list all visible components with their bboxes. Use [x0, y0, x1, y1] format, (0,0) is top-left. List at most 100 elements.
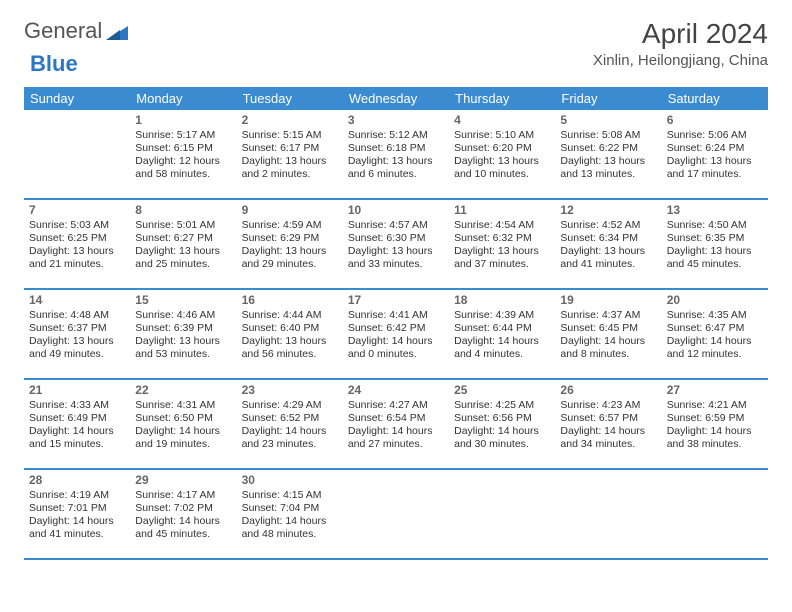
daylight-text: Daylight: 14 hours and 41 minutes.	[29, 515, 125, 541]
daylight-text: Daylight: 14 hours and 4 minutes.	[454, 335, 550, 361]
location-text: Xinlin, Heilongjiang, China	[593, 52, 768, 69]
sunset-text: Sunset: 6:40 PM	[242, 322, 338, 335]
sunset-text: Sunset: 6:18 PM	[348, 142, 444, 155]
week-row: 1Sunrise: 5:17 AMSunset: 6:15 PMDaylight…	[24, 110, 768, 200]
month-title: April 2024	[593, 18, 768, 50]
sunset-text: Sunset: 6:56 PM	[454, 412, 550, 425]
sunrise-text: Sunrise: 5:15 AM	[242, 129, 338, 142]
day-number: 18	[454, 293, 550, 308]
daylight-text: Daylight: 13 hours and 37 minutes.	[454, 245, 550, 271]
day-number: 10	[348, 203, 444, 218]
day-number: 6	[667, 113, 763, 128]
week-row: 21Sunrise: 4:33 AMSunset: 6:49 PMDayligh…	[24, 380, 768, 470]
day-number: 27	[667, 383, 763, 398]
sunrise-text: Sunrise: 4:23 AM	[560, 399, 656, 412]
daylight-text: Daylight: 14 hours and 30 minutes.	[454, 425, 550, 451]
day-cell-2: 2Sunrise: 5:15 AMSunset: 6:17 PMDaylight…	[237, 110, 343, 198]
day-cell-14: 14Sunrise: 4:48 AMSunset: 6:37 PMDayligh…	[24, 290, 130, 378]
day-header-friday: Friday	[555, 87, 661, 110]
day-cell-13: 13Sunrise: 4:50 AMSunset: 6:35 PMDayligh…	[662, 200, 768, 288]
sunset-text: Sunset: 6:25 PM	[29, 232, 125, 245]
sunset-text: Sunset: 6:27 PM	[135, 232, 231, 245]
logo-text-1: General	[24, 18, 102, 44]
day-header-row: SundayMondayTuesdayWednesdayThursdayFrid…	[24, 87, 768, 110]
sunrise-text: Sunrise: 4:59 AM	[242, 219, 338, 232]
sunrise-text: Sunrise: 5:12 AM	[348, 129, 444, 142]
sunset-text: Sunset: 6:20 PM	[454, 142, 550, 155]
day-cell-7: 7Sunrise: 5:03 AMSunset: 6:25 PMDaylight…	[24, 200, 130, 288]
sunrise-text: Sunrise: 4:57 AM	[348, 219, 444, 232]
daylight-text: Daylight: 13 hours and 17 minutes.	[667, 155, 763, 181]
day-number: 20	[667, 293, 763, 308]
day-number: 17	[348, 293, 444, 308]
daylight-text: Daylight: 14 hours and 34 minutes.	[560, 425, 656, 451]
sunrise-text: Sunrise: 4:44 AM	[242, 309, 338, 322]
daylight-text: Daylight: 13 hours and 53 minutes.	[135, 335, 231, 361]
day-cell-22: 22Sunrise: 4:31 AMSunset: 6:50 PMDayligh…	[130, 380, 236, 468]
week-row: 7Sunrise: 5:03 AMSunset: 6:25 PMDaylight…	[24, 200, 768, 290]
daylight-text: Daylight: 13 hours and 2 minutes.	[242, 155, 338, 181]
calendar-grid: SundayMondayTuesdayWednesdayThursdayFrid…	[24, 87, 768, 560]
sunset-text: Sunset: 6:37 PM	[29, 322, 125, 335]
sunset-text: Sunset: 6:32 PM	[454, 232, 550, 245]
day-number: 28	[29, 473, 125, 488]
sunrise-text: Sunrise: 4:25 AM	[454, 399, 550, 412]
daylight-text: Daylight: 13 hours and 13 minutes.	[560, 155, 656, 181]
sunset-text: Sunset: 6:59 PM	[667, 412, 763, 425]
day-number: 4	[454, 113, 550, 128]
day-number: 26	[560, 383, 656, 398]
sunrise-text: Sunrise: 4:35 AM	[667, 309, 763, 322]
day-cell-23: 23Sunrise: 4:29 AMSunset: 6:52 PMDayligh…	[237, 380, 343, 468]
sunrise-text: Sunrise: 4:39 AM	[454, 309, 550, 322]
day-header-thursday: Thursday	[449, 87, 555, 110]
day-number: 16	[242, 293, 338, 308]
day-cell-1: 1Sunrise: 5:17 AMSunset: 6:15 PMDaylight…	[130, 110, 236, 198]
day-cell-11: 11Sunrise: 4:54 AMSunset: 6:32 PMDayligh…	[449, 200, 555, 288]
day-number: 8	[135, 203, 231, 218]
sunset-text: Sunset: 6:29 PM	[242, 232, 338, 245]
day-cell-25: 25Sunrise: 4:25 AMSunset: 6:56 PMDayligh…	[449, 380, 555, 468]
sunset-text: Sunset: 6:52 PM	[242, 412, 338, 425]
daylight-text: Daylight: 13 hours and 49 minutes.	[29, 335, 125, 361]
sunrise-text: Sunrise: 4:48 AM	[29, 309, 125, 322]
logo-triangle-icon	[106, 22, 128, 40]
day-number: 24	[348, 383, 444, 398]
daylight-text: Daylight: 14 hours and 23 minutes.	[242, 425, 338, 451]
day-number: 5	[560, 113, 656, 128]
sunrise-text: Sunrise: 4:33 AM	[29, 399, 125, 412]
day-header-saturday: Saturday	[662, 87, 768, 110]
sunrise-text: Sunrise: 5:10 AM	[454, 129, 550, 142]
day-cell-21: 21Sunrise: 4:33 AMSunset: 6:49 PMDayligh…	[24, 380, 130, 468]
day-header-tuesday: Tuesday	[237, 87, 343, 110]
empty-cell	[24, 110, 130, 198]
empty-cell	[662, 470, 768, 558]
logo-text-2: Blue	[30, 51, 78, 76]
empty-cell	[449, 470, 555, 558]
daylight-text: Daylight: 13 hours and 21 minutes.	[29, 245, 125, 271]
sunrise-text: Sunrise: 4:31 AM	[135, 399, 231, 412]
daylight-text: Daylight: 13 hours and 41 minutes.	[560, 245, 656, 271]
sunrise-text: Sunrise: 4:50 AM	[667, 219, 763, 232]
day-cell-19: 19Sunrise: 4:37 AMSunset: 6:45 PMDayligh…	[555, 290, 661, 378]
sunset-text: Sunset: 6:30 PM	[348, 232, 444, 245]
sunset-text: Sunset: 6:54 PM	[348, 412, 444, 425]
sunrise-text: Sunrise: 4:54 AM	[454, 219, 550, 232]
day-number: 13	[667, 203, 763, 218]
sunrise-text: Sunrise: 4:37 AM	[560, 309, 656, 322]
week-row: 28Sunrise: 4:19 AMSunset: 7:01 PMDayligh…	[24, 470, 768, 560]
sunset-text: Sunset: 6:15 PM	[135, 142, 231, 155]
daylight-text: Daylight: 14 hours and 15 minutes.	[29, 425, 125, 451]
day-cell-17: 17Sunrise: 4:41 AMSunset: 6:42 PMDayligh…	[343, 290, 449, 378]
sunset-text: Sunset: 6:39 PM	[135, 322, 231, 335]
empty-cell	[555, 470, 661, 558]
day-cell-15: 15Sunrise: 4:46 AMSunset: 6:39 PMDayligh…	[130, 290, 236, 378]
daylight-text: Daylight: 13 hours and 56 minutes.	[242, 335, 338, 361]
day-cell-28: 28Sunrise: 4:19 AMSunset: 7:01 PMDayligh…	[24, 470, 130, 558]
day-number: 7	[29, 203, 125, 218]
day-cell-20: 20Sunrise: 4:35 AMSunset: 6:47 PMDayligh…	[662, 290, 768, 378]
sunset-text: Sunset: 7:02 PM	[135, 502, 231, 515]
day-number: 15	[135, 293, 231, 308]
daylight-text: Daylight: 13 hours and 33 minutes.	[348, 245, 444, 271]
day-cell-5: 5Sunrise: 5:08 AMSunset: 6:22 PMDaylight…	[555, 110, 661, 198]
sunrise-text: Sunrise: 5:01 AM	[135, 219, 231, 232]
